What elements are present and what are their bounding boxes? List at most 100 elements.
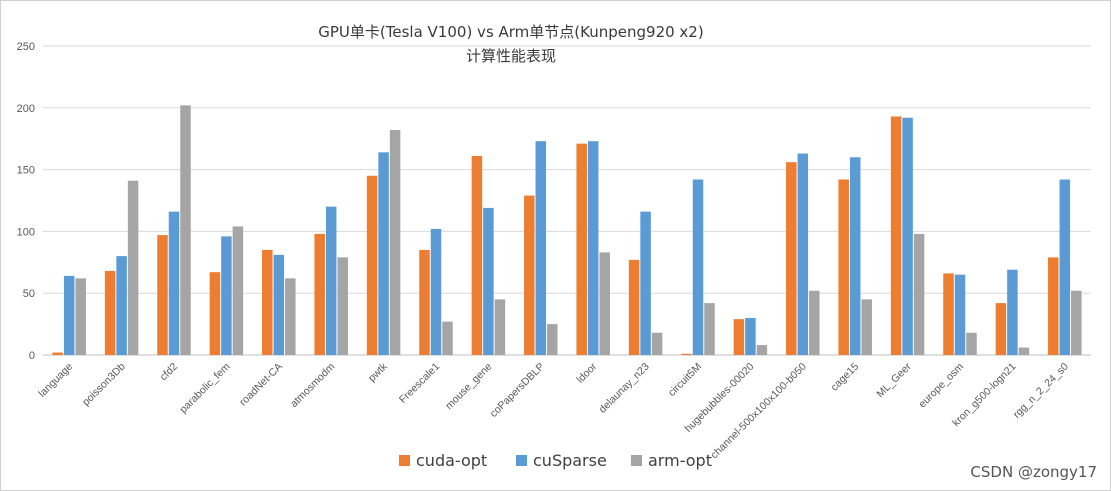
bar-cuda-opt-delaunay_n23	[628, 259, 640, 355]
bar-cuSparse-ldoor	[587, 141, 599, 355]
bar-arm-opt-atmosmodm	[337, 257, 348, 355]
bar-cuda-opt-rgg_n_2_24_s0	[1048, 257, 1059, 355]
bar-cuda-opt-cage15	[838, 179, 849, 355]
bar-cuda-opt-atmosmodm	[314, 233, 325, 355]
bar-cuSparse-ML_Geer	[902, 117, 913, 355]
watermark: CSDN @zongy17	[970, 463, 1097, 481]
x-tick-label-atmosmodm: atmosmodm	[288, 360, 338, 410]
x-tick-label-ML_Geer: ML_Geer	[874, 360, 914, 400]
legend: cuda-opt cuSparse arm-opt	[399, 451, 712, 470]
bar-cuSparse-cage15	[849, 157, 861, 355]
bar-arm-opt-kron_g500-logn21	[1018, 347, 1030, 355]
bar-cuSparse-hugebubbles-00020	[745, 317, 756, 355]
x-tick-label-poisson3Db: poisson3Db	[80, 361, 128, 409]
legend-label-cuSparse: cuSparse	[533, 451, 607, 470]
bar-cuSparse-channel-500x100x100-b050	[797, 153, 809, 355]
bar-cuda-opt-poisson3Db	[104, 270, 116, 355]
x-tick-label-cage15: cage15	[828, 361, 861, 394]
bar-arm-opt-coPapersDBLP	[547, 324, 558, 355]
bar-arm-opt-poisson3Db	[127, 180, 139, 355]
bar-cuSparse-Freescale1	[430, 228, 442, 355]
y-tick-label-100: 100	[17, 226, 35, 238]
bar-cuSparse-cfd2	[168, 211, 180, 355]
x-tick-label-Freescale1: Freescale1	[397, 361, 442, 406]
bar-arm-opt-ldoor	[599, 252, 610, 355]
x-tick-label-mouse_gene: mouse_gene	[443, 361, 495, 413]
bar-cuSparse-europe_osm	[954, 274, 966, 355]
bar-arm-opt-roadNet-CA	[285, 278, 296, 355]
bar-arm-opt-cfd2	[180, 105, 191, 355]
bar-arm-opt-pwtk	[389, 130, 401, 355]
bar-arm-opt-hugebubbles-00020	[756, 345, 768, 355]
x-tick-label-cfd2: cfd2	[158, 361, 181, 384]
y-tick-label-150: 150	[17, 165, 35, 177]
bar-arm-opt-mouse_gene	[494, 299, 506, 355]
y-tick-label-200: 200	[17, 103, 35, 115]
legend-swatch-cuSparse	[516, 455, 527, 466]
y-tick-label-50: 50	[23, 288, 35, 300]
bar-cuda-opt-parabolic_fem	[209, 272, 221, 355]
bar-cuSparse-poisson3Db	[116, 256, 127, 355]
bar-cuSparse-roadNet-CA	[273, 254, 285, 355]
bar-cuda-opt-channel-500x100x100-b050	[786, 162, 797, 355]
bar-cuda-opt-Freescale1	[419, 249, 430, 355]
chart-title: GPU单卡(Tesla V100) vs Arm单节点(Kunpeng920 x…	[318, 23, 703, 41]
x-tick-label-roadNet-CA: roadNet-CA	[237, 361, 285, 409]
y-tick-label-250: 250	[17, 41, 35, 53]
bar-cuSparse-mouse_gene	[483, 207, 494, 355]
y-tick-label-0: 0	[29, 350, 35, 362]
chart-subtitle: 计算性能表现	[466, 47, 556, 65]
bar-cuSparse-delaunay_n23	[640, 211, 651, 355]
gridlines	[43, 45, 1091, 356]
x-tick-label-channel-500x100x100-b050: channel-500x100x100-b050	[708, 361, 809, 462]
bar-arm-opt-ML_Geer	[913, 233, 925, 355]
bar-cuda-opt-europe_osm	[943, 273, 954, 355]
bars	[52, 105, 1082, 356]
bar-cuda-opt-hugebubbles-00020	[733, 319, 745, 355]
bar-arm-opt-europe_osm	[966, 332, 977, 355]
x-tick-label-europe_osm: europe_osm	[916, 360, 966, 410]
bar-cuda-opt-roadNet-CA	[262, 249, 273, 355]
bar-arm-opt-delaunay_n23	[651, 332, 663, 355]
bar-cuSparse-language	[63, 275, 75, 355]
bar-arm-opt-rgg_n_2_24_s0	[1071, 290, 1082, 355]
bar-cuda-opt-ldoor	[576, 143, 587, 355]
bar-cuSparse-kron_g500-logn21	[1007, 269, 1018, 355]
x-tick-label-coPapersDBLP: coPapersDBLP	[488, 361, 547, 420]
bar-cuSparse-parabolic_fem	[221, 236, 232, 355]
bar-cuda-opt-pwtk	[366, 175, 378, 355]
x-tick-label-pwtk: pwtk	[366, 360, 390, 384]
bar-cuSparse-atmosmodm	[325, 206, 337, 355]
bar-arm-opt-language	[75, 278, 86, 355]
bar-cuda-opt-circuit5M	[681, 353, 692, 355]
bar-cuda-opt-ML_Geer	[890, 116, 902, 356]
bar-cuda-opt-coPapersDBLP	[524, 195, 535, 355]
bar-arm-opt-Freescale1	[442, 321, 453, 355]
x-tick-label-language: language	[36, 361, 75, 400]
x-tick-label-delaunay_n23: delaunay_n23	[597, 361, 652, 416]
legend-swatch-arm-opt	[631, 455, 642, 466]
bar-arm-opt-channel-500x100x100-b050	[809, 290, 820, 355]
legend-label-arm-opt: arm-opt	[648, 451, 712, 470]
x-tick-label-rgg_n_2_24_s0: rgg_n_2_24_s0	[1011, 361, 1071, 421]
x-tick-label-parabolic_fem: parabolic_fem	[177, 360, 232, 415]
bar-arm-opt-cage15	[861, 299, 872, 355]
bar-arm-opt-circuit5M	[704, 303, 715, 355]
bar-cuSparse-coPapersDBLP	[535, 141, 547, 355]
legend-label-cuda-opt: cuda-opt	[416, 451, 487, 470]
bar-cuSparse-circuit5M	[692, 179, 704, 355]
bar-cuda-opt-kron_g500-logn21	[995, 303, 1007, 355]
bar-cuSparse-rgg_n_2_24_s0	[1059, 179, 1071, 355]
bar-cuda-opt-cfd2	[157, 235, 168, 355]
legend-swatch-cuda-opt	[399, 455, 410, 466]
y-axis-ticks: 0 50 100 150 200 250	[17, 41, 35, 362]
x-tick-label-circuit5M: circuit5M	[666, 361, 704, 399]
x-tick-label-ldoor: ldoor	[574, 360, 599, 385]
bar-cuda-opt-mouse_gene	[471, 156, 483, 355]
bar-cuda-opt-language	[52, 352, 63, 355]
bar-cuSparse-pwtk	[378, 152, 389, 355]
bar-arm-opt-parabolic_fem	[232, 226, 244, 355]
